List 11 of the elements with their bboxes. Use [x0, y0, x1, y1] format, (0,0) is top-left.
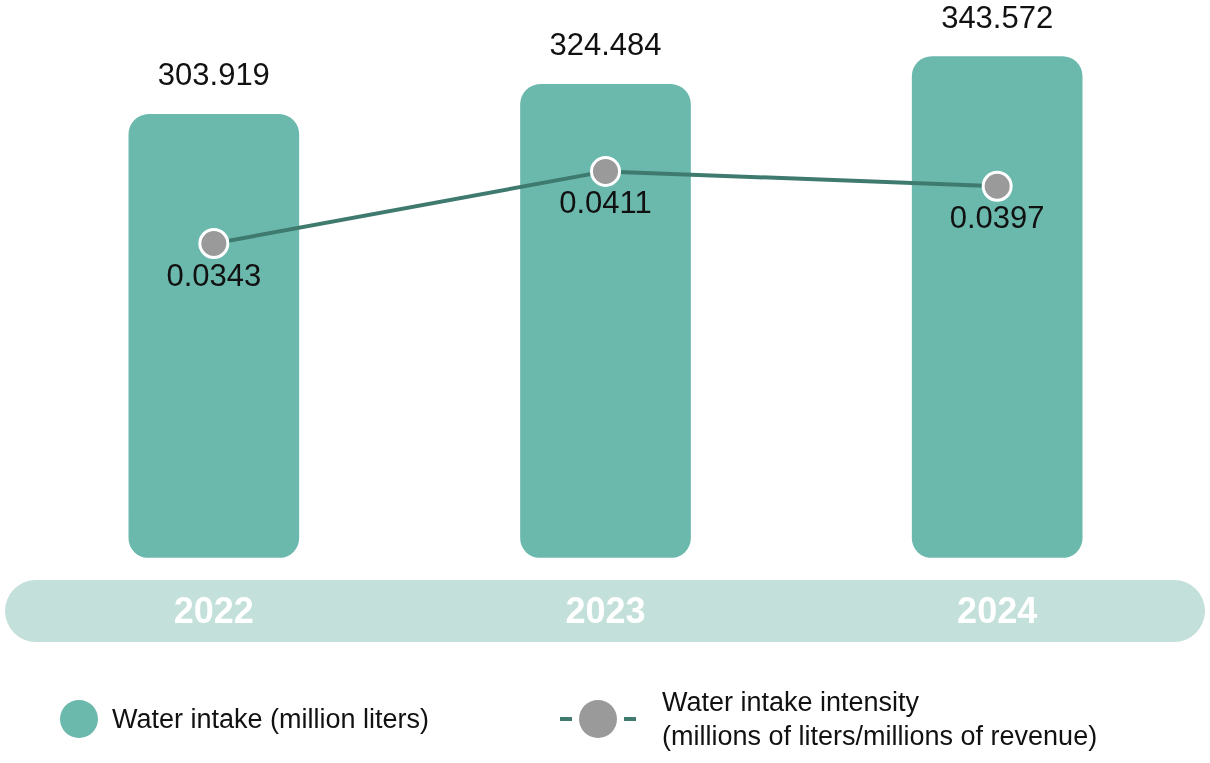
data-label: 0.0343 [166, 257, 262, 293]
x-tick-label: 2023 [565, 590, 646, 632]
x-tick-label: 2022 [173, 590, 254, 632]
legend-label: Water intake intensity (millions of liters/millions of revenue) [662, 686, 1098, 753]
data-label: 324.484 [549, 27, 662, 63]
data-label: 303.919 [157, 57, 270, 93]
data-label: 0.0411 [559, 185, 652, 221]
data-label: 0.0397 [949, 200, 1045, 236]
legend-label: Water intake (million liters) [112, 703, 430, 736]
data-label: 343.572 [941, 0, 1054, 35]
x-tick-label: 2024 [957, 590, 1038, 632]
